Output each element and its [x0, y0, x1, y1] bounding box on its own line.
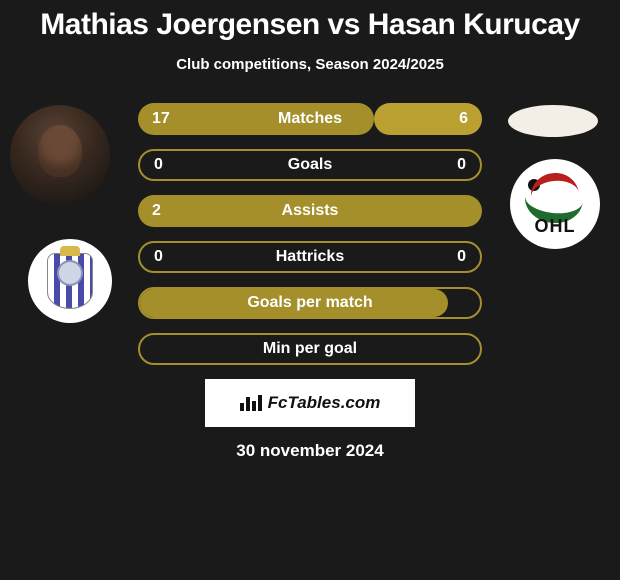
ohl-crest-icon: OHL — [520, 169, 590, 239]
stat-value-right: 0 — [457, 243, 466, 271]
stat-label: Matches — [138, 103, 482, 135]
stat-value-left: 2 — [152, 195, 161, 227]
stat-label: Goals — [140, 151, 480, 179]
branding-text: FcTables.com — [268, 393, 381, 413]
stat-value-right: 6 — [459, 103, 468, 135]
chart-icon — [240, 395, 262, 411]
stat-row: Goals per match — [138, 287, 482, 319]
ohl-crest-label: OHL — [520, 216, 590, 237]
stat-bar: Min per goal — [138, 333, 482, 365]
stat-bar: Goals per match — [138, 287, 482, 319]
stat-bar: Goals0 0 — [138, 149, 482, 181]
comparison-area: OHL Matches176Goals00Assists2Hattricks00… — [10, 103, 610, 365]
stat-value-right: 0 — [457, 151, 466, 179]
page-subtitle: Club competitions, Season 2024/2025 — [10, 56, 610, 73]
page-title: Mathias Joergensen vs Hasan Kurucay — [10, 8, 610, 42]
stat-label: Min per goal — [140, 335, 480, 363]
stat-label: Goals per match — [140, 289, 480, 317]
stat-value-left: 0 — [154, 243, 163, 271]
stat-row: Hattricks0 0 — [138, 241, 482, 273]
stat-value-left: 17 — [152, 103, 170, 135]
stat-bar: Assists2 — [138, 195, 482, 227]
stat-label: Hattricks — [140, 243, 480, 271]
stat-row: Min per goal — [138, 333, 482, 365]
stat-row: Matches17 6 — [138, 103, 482, 135]
stat-bar: Hattricks0 0 — [138, 241, 482, 273]
stat-value-left: 0 — [154, 151, 163, 179]
player-left-avatar — [10, 105, 110, 205]
player-right-club-crest: OHL — [510, 159, 600, 249]
anderlecht-crest-icon — [47, 253, 93, 309]
stat-row: Goals0 0 — [138, 149, 482, 181]
stat-bar: Matches17 6 — [138, 103, 482, 135]
branding-badge: FcTables.com — [205, 379, 415, 427]
stat-row: Assists2 — [138, 195, 482, 227]
stat-bars: Matches176Goals00Assists2Hattricks00Goal… — [138, 103, 482, 365]
stat-label: Assists — [138, 195, 482, 227]
footer-date: 30 november 2024 — [10, 441, 610, 461]
player-right-avatar — [508, 105, 598, 137]
player-left-club-crest — [28, 239, 112, 323]
